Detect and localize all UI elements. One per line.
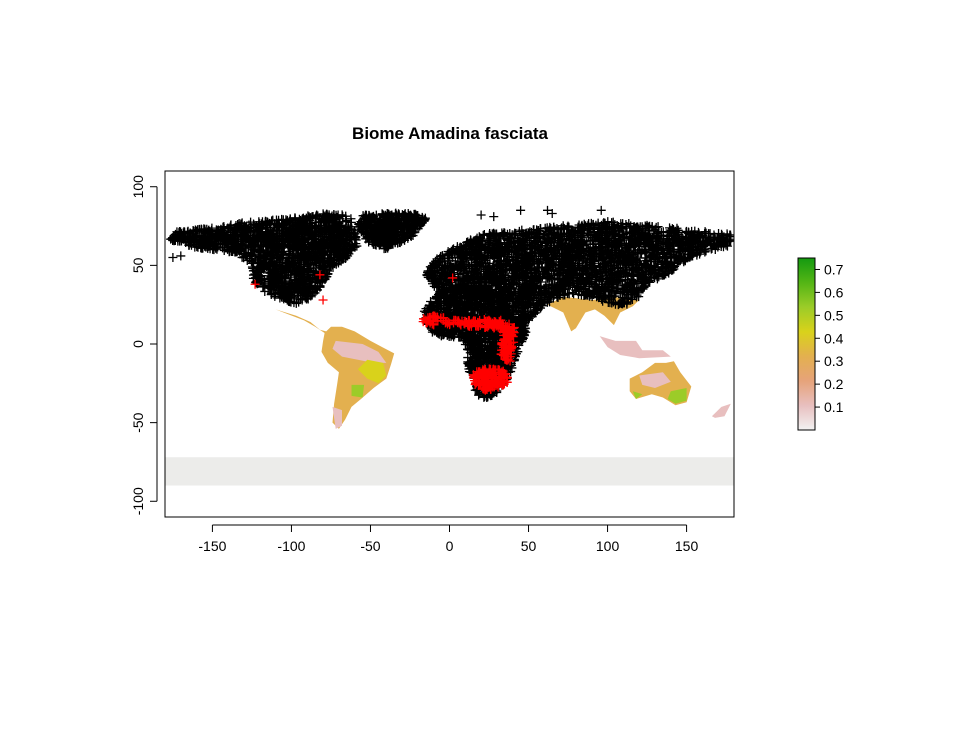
australia-southwest (632, 391, 643, 399)
australia-interior (639, 372, 671, 388)
new-zealand (711, 403, 731, 418)
south-asia (547, 296, 640, 332)
patagonia (332, 406, 342, 429)
south-america (275, 309, 395, 429)
suitability-raster (165, 296, 734, 486)
chart-title: Biome Amadina fasciata (352, 124, 548, 143)
antarctica (165, 457, 734, 486)
maritime-southeast-asia (599, 336, 671, 359)
pampas (351, 384, 365, 398)
background-point-north-america (280, 219, 290, 229)
amazon-region (332, 340, 387, 363)
australia-southeast (667, 388, 687, 404)
brazil-highlands (357, 359, 387, 384)
map-panel (165, 205, 734, 486)
